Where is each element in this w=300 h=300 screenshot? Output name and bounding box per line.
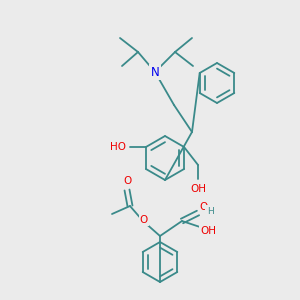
Text: N: N (151, 65, 159, 79)
Text: OH: OH (200, 226, 216, 236)
Text: O: O (140, 215, 148, 225)
Text: O: O (123, 176, 131, 186)
Text: H: H (207, 206, 213, 215)
Text: HO: HO (110, 142, 126, 152)
Text: O: O (200, 202, 208, 212)
Text: OH: OH (190, 184, 206, 194)
